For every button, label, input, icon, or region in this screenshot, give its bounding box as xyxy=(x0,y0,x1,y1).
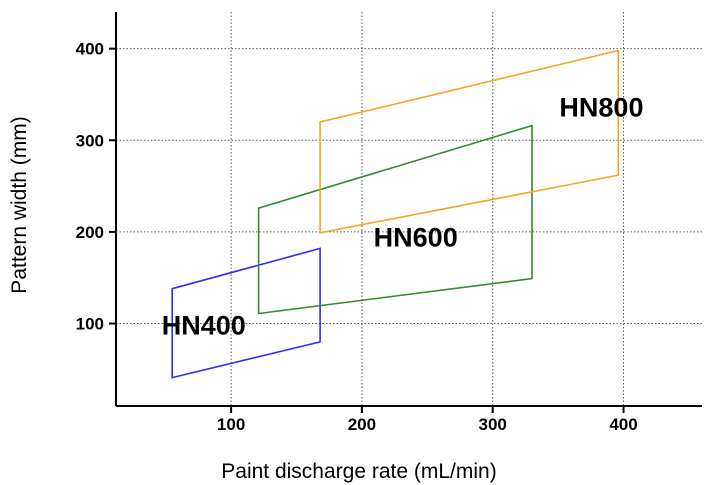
axes xyxy=(115,12,702,407)
y-tick-label: 200 xyxy=(76,223,104,242)
region-label-hn400: HN400 xyxy=(162,311,246,341)
x-tick-label: 200 xyxy=(348,415,376,434)
y-tick-label: 100 xyxy=(76,315,104,334)
x-tick-label: 300 xyxy=(479,415,507,434)
y-axis-title: Pattern width (mm) xyxy=(8,116,31,293)
y-tick-label: 300 xyxy=(76,131,104,150)
x-tick-label: 100 xyxy=(217,415,245,434)
series-region-hn400 xyxy=(171,247,321,379)
region-label-hn800: HN800 xyxy=(559,92,643,122)
region-label-hn600: HN600 xyxy=(374,223,458,253)
series-regions xyxy=(171,49,620,379)
tick-labels: 100 200 300 400 100 200 300 400 xyxy=(76,40,638,434)
grid-lines xyxy=(116,12,702,406)
y-tick-label: 400 xyxy=(76,40,104,59)
series-region-hn600 xyxy=(257,124,533,315)
x-axis-title: Paint discharge rate (mL/min) xyxy=(221,460,496,483)
series-region-hn800 xyxy=(319,49,620,234)
region-labels: HN400 HN600 HN800 xyxy=(162,92,644,340)
x-tick-label: 400 xyxy=(609,415,637,434)
tick-marks xyxy=(109,47,625,413)
